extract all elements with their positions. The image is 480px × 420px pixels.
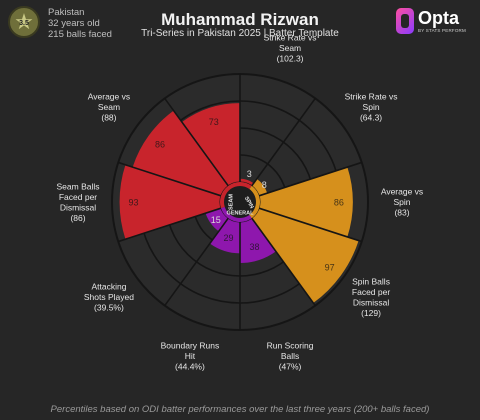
balls-faced: 215 balls faced — [48, 29, 112, 40]
value-label: 8 — [262, 180, 267, 190]
player-info: ★ 3.5 Pakistan 32 years old 215 balls fa… — [8, 6, 128, 40]
metric-raw-value: (129) — [361, 308, 381, 318]
metric-label: Boundary Runs Hit (44.4%) — [161, 341, 220, 372]
opta-logo: Opta BY STATS PERFORM — [396, 8, 466, 36]
radar-spoke — [118, 161, 222, 197]
hub-group-arc — [220, 182, 252, 209]
hub-group-label: SPIN — [243, 196, 255, 210]
player-age: 32 years old — [48, 18, 100, 29]
hub-group-label: SEAM — [229, 194, 235, 210]
metric-raw-value: (47%) — [279, 362, 302, 372]
radar-spoke — [251, 97, 316, 187]
radar-spoke — [251, 217, 316, 307]
metric-label-line: Seam Balls — [57, 181, 100, 191]
metric-label: Average vs Spin (83) — [381, 187, 423, 218]
radar-spoke — [258, 161, 362, 197]
metric-label-line: Strike Rate vs — [264, 32, 317, 42]
metric-label: Average vs Seam (88) — [88, 91, 130, 122]
metric-label-line: Run Scoring — [267, 341, 314, 351]
chart-subtitle: Tri-Series in Pakistan 2025 | Batter Tem… — [141, 28, 339, 39]
metric-label-line: Average vs — [381, 187, 423, 197]
radar-wedge — [181, 103, 240, 186]
metric-label-line: Strike Rate vs — [345, 91, 398, 101]
star-icon: ★ — [14, 9, 34, 34]
value-label: 86 — [334, 198, 344, 208]
radar-spoke — [164, 217, 229, 307]
metric-label-line: Faced per — [59, 192, 97, 202]
metric-label-line: Hit — [185, 351, 196, 361]
metric-label-line: Balls — [281, 351, 299, 361]
radar-spoke — [258, 207, 362, 243]
value-label: 29 — [223, 233, 233, 243]
metric-raw-value: (102.3) — [277, 53, 304, 63]
metric-label-line: Boundary Runs — [161, 341, 220, 351]
metric-raw-value: (44.4%) — [175, 362, 205, 372]
metric-label-line: Attacking — [91, 282, 126, 292]
team-badge: ★ 3.5 — [8, 6, 40, 38]
radar-labels: Strike Rate vs Seam (102.3)Strike Rate vs S… — [57, 32, 424, 371]
metric-label-line: Dismissal — [60, 202, 96, 212]
metric-label: Strike Rate vs Spin (64.3) — [345, 91, 398, 122]
radar-wedge — [259, 167, 353, 237]
metric-label-line: Shots Played — [84, 292, 134, 302]
value-label: 15 — [211, 215, 221, 225]
radar-wedge — [209, 218, 240, 254]
radar-wedge — [240, 218, 276, 264]
radar-wedge — [251, 208, 359, 303]
radar-spoke — [164, 97, 229, 187]
metric-label: Spin Balls Faced per Dismissal (129) — [352, 276, 390, 318]
metric-label-line: Spin — [363, 102, 380, 112]
hub-group-label: GENERAL — [227, 211, 255, 217]
metric-label-line: Spin — [393, 197, 410, 207]
metric-label: Strike Rate vs Seam (102.3) — [264, 32, 317, 63]
metric-label-line: Average vs — [88, 91, 130, 101]
logo-tagline: BY STATS PERFORM — [418, 28, 466, 33]
radar-wedge — [240, 178, 254, 186]
footer-note: Percentiles based on ODI batter performa… — [50, 404, 430, 415]
radar-wedge — [251, 178, 268, 196]
metric-label-line: Seam — [98, 102, 120, 112]
radar-spoke — [118, 207, 222, 243]
value-label: 73 — [209, 117, 219, 127]
metric-label-line: Seam — [279, 43, 301, 53]
value-label: 97 — [325, 263, 335, 273]
hub-group-arc — [220, 206, 252, 223]
metric-raw-value: (64.3) — [360, 112, 382, 122]
metric-label-line: Dismissal — [353, 297, 389, 307]
chart-title: Muhammad Rizwan — [161, 10, 319, 29]
value-label: 93 — [129, 198, 139, 208]
hub-group-arc — [249, 185, 261, 219]
metric-raw-value: (39.5%) — [94, 303, 124, 313]
logo-text: Opta — [418, 8, 460, 28]
badge-number: 3.5 — [19, 20, 29, 27]
player-meta: Pakistan 32 years old 215 balls faced — [48, 7, 112, 40]
radar-dividers — [118, 74, 362, 330]
opta-logo-icon — [396, 8, 414, 34]
team-name: Pakistan — [48, 7, 85, 18]
metric-label-line: Faced per — [352, 287, 390, 297]
value-label: 3 — [247, 169, 252, 179]
metric-raw-value: (83) — [394, 208, 409, 218]
radar-wedge — [119, 164, 221, 240]
metric-raw-value: (86) — [70, 213, 85, 223]
value-label: 86 — [155, 139, 165, 149]
metric-label: Run Scoring Balls (47%) — [267, 341, 314, 372]
metric-label-line: Spin Balls — [352, 276, 390, 286]
metric-label: Attacking Shots Played (39.5%) — [84, 282, 134, 313]
metric-raw-value: (88) — [101, 112, 116, 122]
metric-label: Seam Balls Faced per Dismissal (86) — [57, 181, 100, 223]
value-label: 38 — [250, 242, 260, 252]
